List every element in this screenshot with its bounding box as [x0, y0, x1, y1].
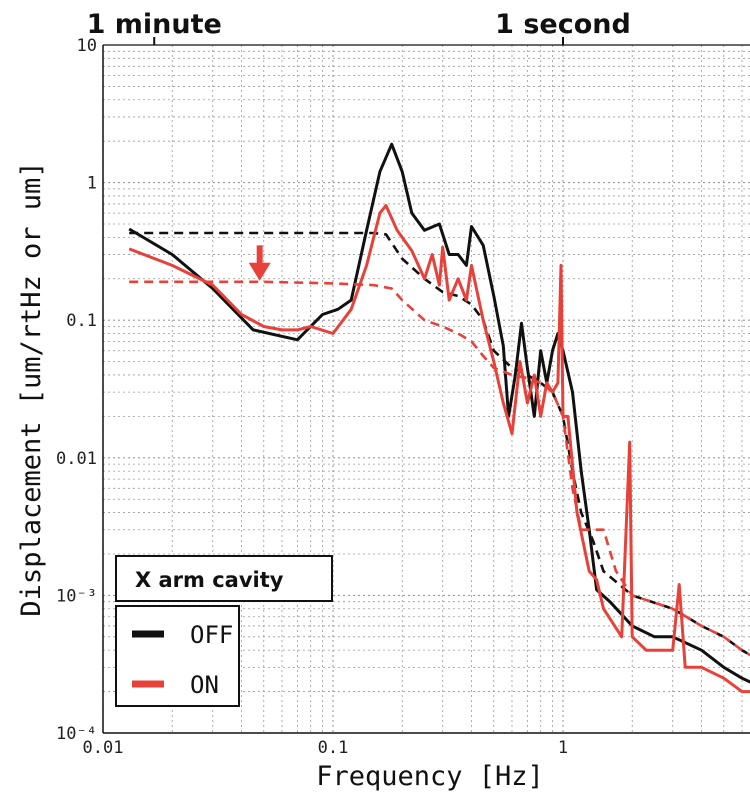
top-annotation-label: 1 second	[495, 9, 631, 40]
y-tick-label: 0.1	[66, 311, 97, 331]
y-tick-label: 10	[77, 36, 97, 56]
y-axis-label: Displacement [um/rtHz or um]	[16, 161, 47, 616]
ticks: 0.01 0.1 1 10⁻⁴ 10⁻³ 0.01 0.1 1 10	[56, 36, 568, 758]
x-tick-label: 0.1	[318, 738, 349, 758]
legend: X arm cavity OFF ON	[115, 555, 333, 707]
y-tick-label: 10⁻³	[56, 586, 97, 606]
legend-label-off: OFF	[190, 621, 233, 649]
series-line-3	[129, 280, 750, 657]
legend-title: X arm cavity	[135, 568, 284, 592]
x-axis-label: Frequency [Hz]	[316, 761, 544, 792]
axes	[102, 44, 750, 734]
arrow-annotation	[248, 245, 271, 281]
x-tick-label: 0.01	[83, 738, 124, 758]
top-annotation-label: 1 minute	[87, 9, 222, 40]
y-tick-label: 1	[87, 174, 97, 194]
legend-label-on: ON	[190, 671, 219, 699]
arrow-head	[248, 262, 271, 281]
top-annotations: 1 minute 1 second	[87, 9, 631, 45]
y-tick-label: 0.01	[56, 449, 97, 469]
series-layer	[128, 142, 750, 694]
legend-box	[115, 605, 240, 707]
y-tick-label: 10⁻⁴	[56, 724, 97, 744]
series-line-0	[128, 142, 750, 684]
legend-title-box	[115, 555, 333, 602]
series-line-2	[128, 204, 750, 694]
x-tick-label: 1	[558, 738, 568, 758]
